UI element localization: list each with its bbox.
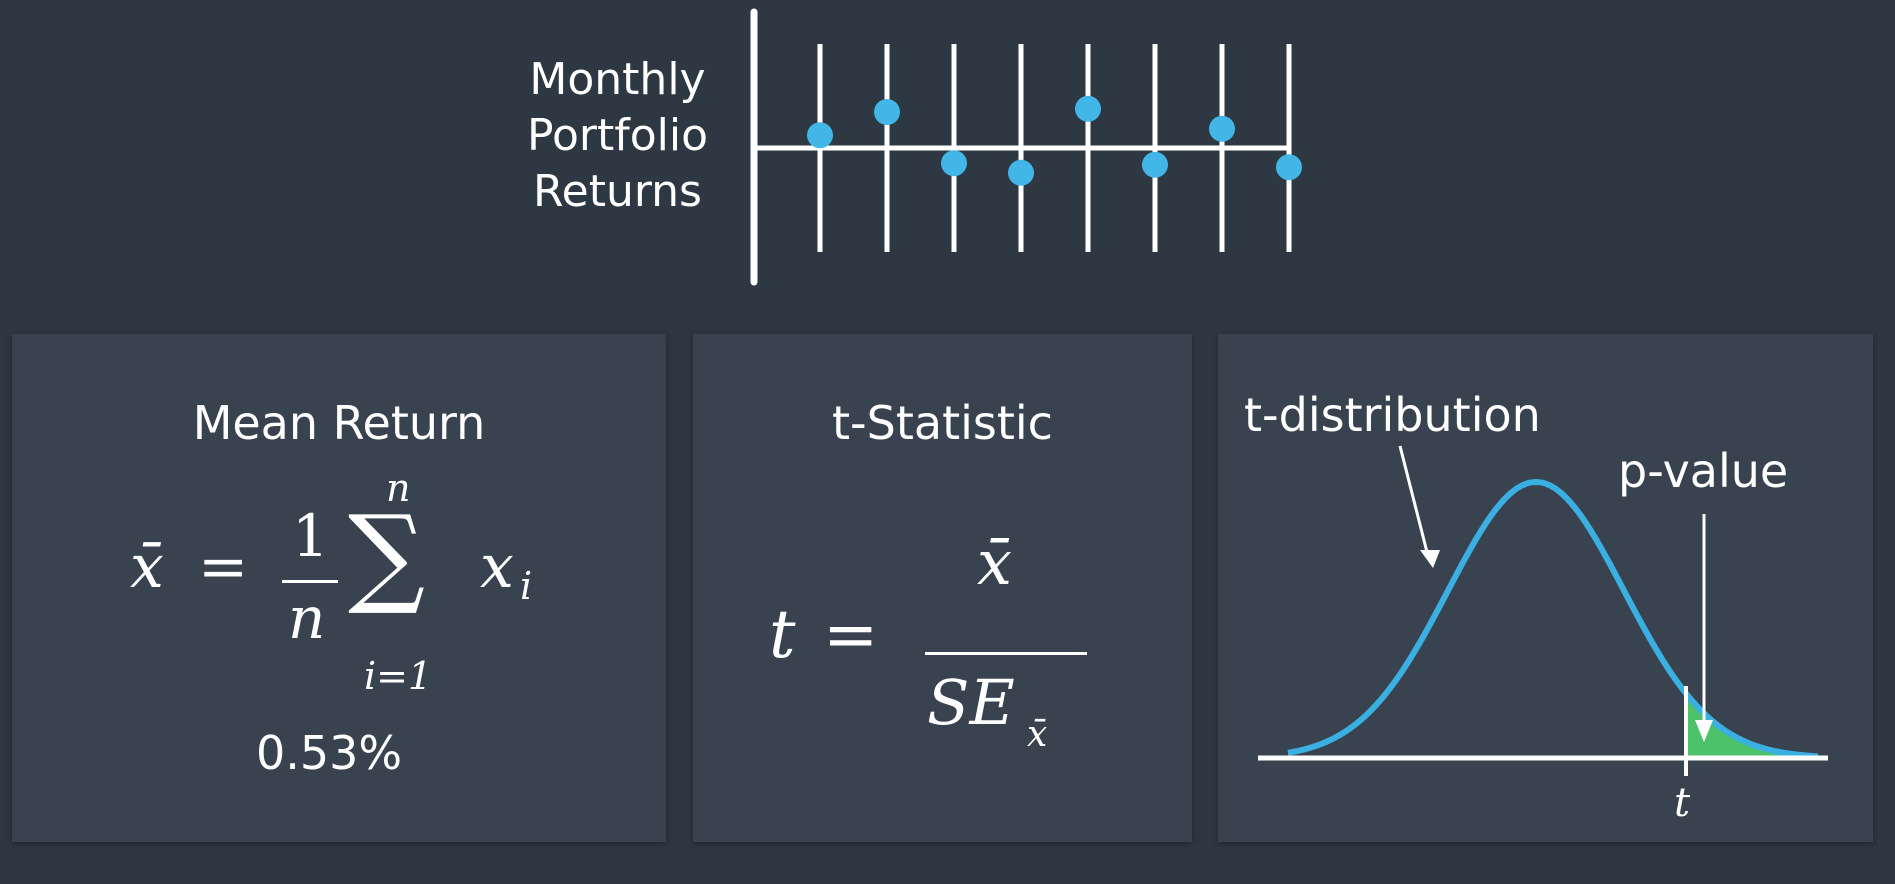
sum-lower: i=1	[364, 654, 433, 698]
return-point	[1276, 154, 1302, 181]
returns-chart-label: Monthly Portfolio Returns	[470, 52, 765, 220]
label-line-2: Portfolio	[526, 110, 708, 161]
label-line-1: Monthly	[529, 54, 706, 105]
t-lhs: t	[769, 596, 796, 673]
t-denominator-subscript: x̄	[1027, 714, 1048, 755]
sum-term: x	[480, 532, 514, 602]
sum-symbol-icon: ∑	[348, 493, 426, 618]
p-value-tail-area	[1686, 693, 1818, 758]
t-frac-bar	[925, 652, 1087, 655]
mean-lhs: x̄	[130, 532, 164, 602]
t-denominator: SE	[927, 666, 1015, 739]
sum-term-subscript: i	[520, 564, 533, 608]
curve-label-arrow	[1398, 445, 1430, 557]
return-point	[1075, 95, 1101, 122]
curve-label: t-distribution	[1244, 388, 1541, 442]
t-statistic-panel: t-Statistic t = x̄ SE x̄	[693, 334, 1192, 842]
return-point	[941, 150, 967, 177]
frac-numerator: 1	[292, 502, 329, 570]
p-value-label: p-value	[1618, 444, 1789, 498]
curve-label-arrowhead-icon	[1420, 550, 1440, 568]
return-point	[874, 99, 900, 125]
returns-chart	[750, 8, 1302, 286]
mean-equals: =	[198, 532, 249, 602]
frac-denominator: n	[288, 584, 326, 652]
mean-return-panel: Mean Return x̄ = 1 n n ∑ i=1 x i 0.53%	[12, 334, 666, 842]
frac-bar	[282, 580, 338, 583]
t-distribution-curve	[1287, 478, 1819, 760]
t-axis-tick-label: t	[1674, 780, 1691, 826]
sum-upper: n	[386, 466, 411, 510]
returns-marks	[807, 44, 1302, 252]
return-point	[1142, 151, 1168, 178]
return-point	[1008, 159, 1034, 186]
t-equals: =	[823, 596, 879, 673]
mean-return-title: Mean Return	[192, 396, 486, 450]
t-distribution-chart	[1258, 445, 1828, 776]
t-statistic-title: t-Statistic	[832, 396, 1053, 450]
label-line-3: Returns	[533, 166, 702, 217]
return-point	[1209, 115, 1235, 142]
t-numerator: x̄	[977, 526, 1012, 599]
t-distribution-panel: t-distribution p-value t	[1218, 334, 1873, 842]
p-value-arrowhead-icon	[1695, 720, 1713, 742]
return-point	[807, 122, 833, 149]
mean-return-value: 0.53%	[256, 726, 403, 780]
